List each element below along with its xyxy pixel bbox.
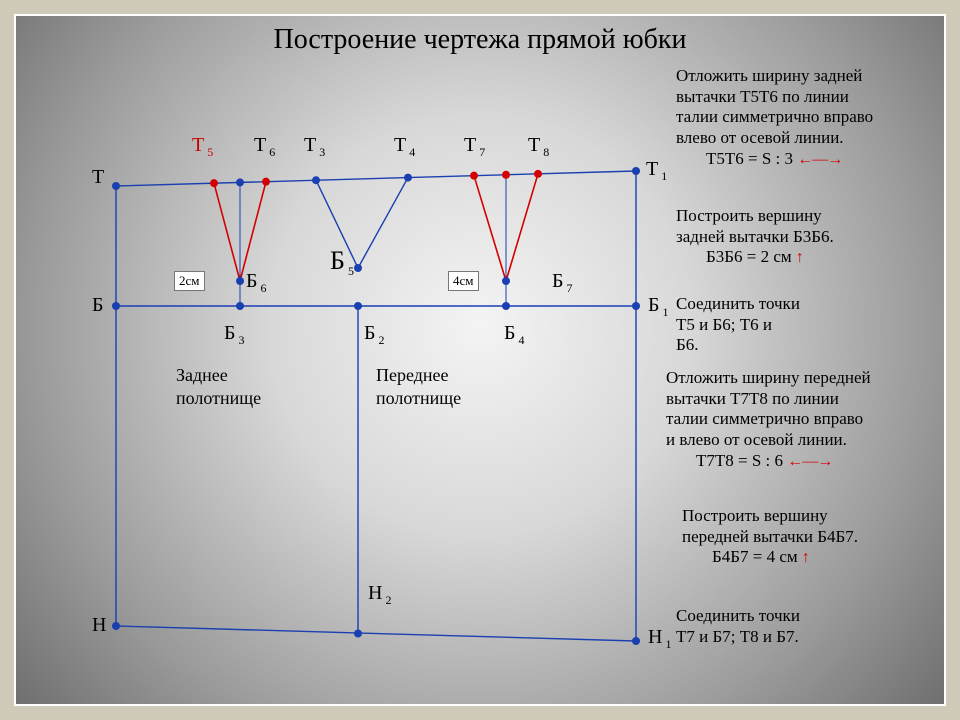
label-N1: Н 1 — [648, 626, 671, 652]
note-n5: Построить вершинупередней вытачки Б4Б7.Б… — [682, 506, 960, 568]
front-panel-label: Переднее полотнище — [376, 364, 461, 411]
front-panel-line2: полотнище — [376, 388, 461, 408]
label-T3: Т 3 — [304, 134, 325, 160]
label-T1: Т 1 — [646, 158, 667, 184]
label-T8: Т 8 — [528, 134, 549, 160]
diagram-frame: Построение чертежа прямой юбки ТТ 1Т 5Т … — [14, 14, 946, 706]
back-panel-line2: полотнище — [176, 388, 261, 408]
label-T6: Т 6 — [254, 134, 275, 160]
label-T5: Т 5 — [192, 134, 213, 160]
back-panel-line1: Заднее — [176, 365, 228, 385]
note-n1: Отложить ширину заднейвытачки Т5Т6 по ли… — [676, 66, 956, 170]
label-B4: Б 4 — [504, 322, 524, 348]
note-n4: Отложить ширину переднейвытачки Т7Т8 по … — [666, 368, 946, 472]
label-B5: Б 5 — [330, 246, 354, 279]
label-B1: Б 1 — [648, 294, 668, 320]
label-B2: Б 2 — [364, 322, 384, 348]
label-B: Б — [92, 294, 103, 317]
front-panel-line1: Переднее — [376, 365, 449, 385]
note-n6: Соединить точкиТ7 и Б7; Т8 и Б7. — [676, 606, 956, 647]
note-n3: Соединить точкиТ5 и Б6; Т6 иБ6. — [676, 294, 956, 356]
label-T4: Т 4 — [394, 134, 415, 160]
label-B6: Б 6 — [246, 270, 266, 296]
label-B7: Б 7 — [552, 270, 572, 296]
label-T7: Т 7 — [464, 134, 485, 160]
label-T: Т — [92, 166, 104, 189]
label-B3: Б 3 — [224, 322, 244, 348]
label-N: Н — [92, 614, 106, 637]
back-panel-label: Заднее полотнище — [176, 364, 261, 411]
dim-2cm: 2см — [174, 271, 205, 291]
dim-4cm: 4см — [448, 271, 479, 291]
note-n2: Построить вершинузадней вытачки Б3Б6.Б3Б… — [676, 206, 956, 268]
label-N2: Н 2 — [368, 582, 391, 608]
